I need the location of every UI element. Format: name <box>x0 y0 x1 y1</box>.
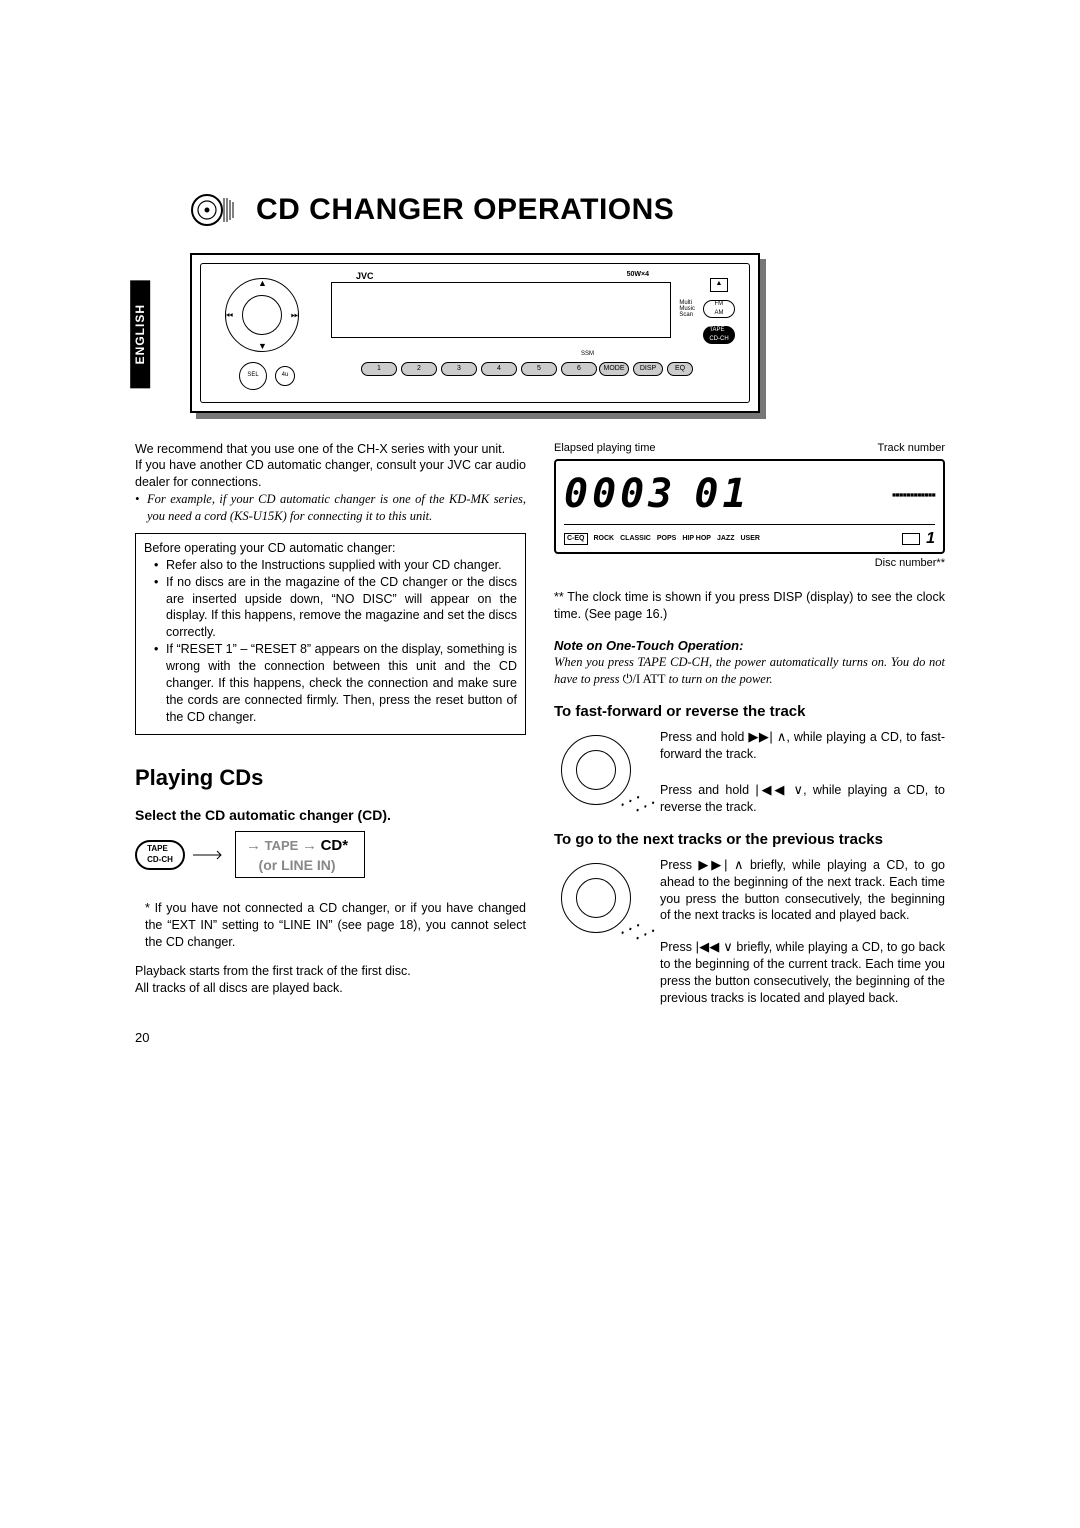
eq-rock: ROCK <box>594 534 615 543</box>
control-knob: ▲ ▼ ⏮ ⏭ <box>225 278 299 352</box>
knob-art-ff: ⋰⋰ <box>554 728 650 812</box>
intro-p1: We recommend that you use one of the CH-… <box>135 441 526 458</box>
language-tab: ENGLISH <box>130 280 150 388</box>
page-title: CD CHANGER OPERATIONS <box>256 190 674 231</box>
pointer-line <box>193 841 227 869</box>
arrow-2: → <box>302 837 317 854</box>
one-touch-body: When you press TAPE CD-CH, the power aut… <box>554 654 945 688</box>
left-column: We recommend that you use one of the CH-… <box>135 441 526 1007</box>
tape-label: TAPE <box>265 838 299 853</box>
preset-5: 5 <box>521 362 557 376</box>
preset-4: 4 <box>481 362 517 376</box>
eq-hiphop: HIP HOP <box>682 534 711 543</box>
4u-button: 4u <box>275 366 295 386</box>
page-number: 20 <box>135 1029 149 1047</box>
power-label: 50W×4 <box>627 270 649 279</box>
cd-label: CD* <box>321 837 349 854</box>
skip-text-1: Press ▶▶| ∧ briefly, while playing a CD,… <box>660 856 945 925</box>
mms-label: Multi Music Scan <box>679 300 695 318</box>
arrow-1: → <box>246 837 261 854</box>
ff-text-1: Press and hold ▶▶| ∧, while playing a CD… <box>660 728 945 763</box>
playing-cds-heading: Playing CDs <box>135 763 526 793</box>
sel-button: SEL <box>239 362 267 390</box>
eq-user: USER <box>740 534 759 543</box>
example-note: For example, if your CD automatic change… <box>135 491 526 525</box>
fm-am-button: FM AM <box>703 300 735 318</box>
select-changer-heading: Select the CD automatic changer (CD). <box>135 806 526 825</box>
preset-2: 2 <box>401 362 437 376</box>
lcd-track: 01 <box>694 467 750 521</box>
box-item-3: If “RESET 1” – “RESET 8” appears on the … <box>144 641 517 725</box>
preset-1: 1 <box>361 362 397 376</box>
playback-note-2: All tracks of all discs are played back. <box>135 980 526 997</box>
preset-3: 3 <box>441 362 477 376</box>
lcd-time: 0003 <box>564 467 676 521</box>
box-item-2: If no discs are in the magazine of the C… <box>144 574 517 642</box>
intro-p2: If you have another CD automatic changer… <box>135 457 526 491</box>
lcd-illustration: 0003 01 ▪▪▪▪▪▪▪▪▪▪▪▪ C-EQ ROCK CLASSIC P… <box>554 459 945 554</box>
mode-button: MODE <box>599 362 629 376</box>
box-lead: Before operating your CD automatic chang… <box>144 540 517 557</box>
disp-button: DISP <box>633 362 663 376</box>
playback-note-1: Playback starts from the first track of … <box>135 963 526 980</box>
display-window <box>331 282 671 338</box>
preset-row: 1 2 3 4 5 6 <box>361 362 597 376</box>
footnote-1: * If you have not connected a CD changer… <box>135 900 526 951</box>
preset-6: 6 <box>561 362 597 376</box>
or-line-in: (or LINE IN) <box>259 856 336 875</box>
ff-rev-heading: To fast-forward or reverse the track <box>554 702 945 722</box>
ssm-label: SSM <box>581 350 594 358</box>
next-prev-heading: To go to the next tracks or the previous… <box>554 830 945 850</box>
track-number-label: Track number <box>878 441 945 456</box>
eq-classic: CLASSIC <box>620 534 651 543</box>
disc-number-label: Disc number** <box>554 556 945 571</box>
brand-label: JVC <box>356 270 374 282</box>
faceplate-illustration: JVC 50W×4 ▲ ▼ ⏮ ⏭ Multi Music Scan ▲ FM … <box>190 253 760 413</box>
clock-note: ** The clock time is shown if you press … <box>554 589 945 623</box>
eject-button: ▲ <box>710 278 728 292</box>
eq-ceq: C-EQ <box>564 533 588 544</box>
source-diagram: TAPE CD-CH → TAPE → CD* (or LINE IN) <box>135 831 526 878</box>
skip-text-2: Press |◀◀ ∨ briefly, while playing a CD,… <box>660 938 945 1007</box>
knob-art-skip: ⋰⋰ <box>554 856 650 940</box>
ff-text-2: Press and hold |◀◀ ∨, while playing a CD… <box>660 781 945 816</box>
eq-pops: POPS <box>657 534 676 543</box>
elapsed-time-label: Elapsed playing time <box>554 441 656 456</box>
right-column: Elapsed playing time Track number 0003 0… <box>554 441 945 1007</box>
pre-operation-box: Before operating your CD automatic chang… <box>135 533 526 735</box>
tape-cdch-button: TAPE CD-CH <box>703 326 735 344</box>
box-item-1: Refer also to the Instructions supplied … <box>144 557 517 574</box>
eq-jazz: JAZZ <box>717 534 735 543</box>
cd-changer-icon <box>190 192 238 228</box>
tape-cdch-oval: TAPE CD-CH <box>135 840 185 870</box>
eq-button: EQ <box>667 362 693 376</box>
one-touch-heading: Note on One-Touch Operation: <box>554 637 945 655</box>
